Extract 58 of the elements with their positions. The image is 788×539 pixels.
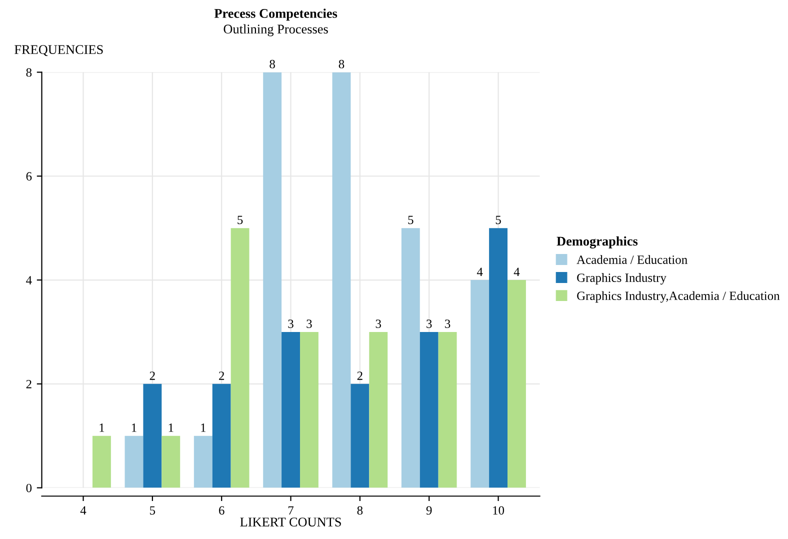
data-label: 4 xyxy=(514,268,520,276)
legend-label: Graphics Industry,Academia / Education xyxy=(577,291,780,303)
chart-subtitle: Outlining Processes xyxy=(224,24,328,36)
x-tick-label: 6 xyxy=(219,506,224,515)
y-tick-label: 2 xyxy=(26,380,32,388)
data-label: 5 xyxy=(496,216,501,224)
data-label: 3 xyxy=(445,320,450,328)
x-tick-label: 4 xyxy=(80,506,86,515)
x-tick-label: 9 xyxy=(426,506,432,515)
bar xyxy=(162,436,180,488)
bar xyxy=(470,280,490,488)
chart-title: Precess Competencies xyxy=(214,8,338,21)
x-tick-label: 10 xyxy=(493,506,504,515)
data-label: 1 xyxy=(201,424,206,432)
bar xyxy=(350,384,370,488)
bar xyxy=(401,228,420,488)
data-label: 3 xyxy=(376,320,382,328)
data-label: 1 xyxy=(168,424,174,432)
bar xyxy=(194,436,212,488)
data-label: 4 xyxy=(476,268,483,276)
data-label: 2 xyxy=(357,372,362,380)
x-axis-title: LIKERT COUNTS xyxy=(240,518,341,526)
y-tick-label: 6 xyxy=(26,172,32,181)
legend-label: Academia / Education xyxy=(576,255,688,264)
bar xyxy=(282,332,300,488)
data-label: 2 xyxy=(150,372,155,380)
bar xyxy=(230,228,250,488)
data-label: 8 xyxy=(270,60,275,68)
bar xyxy=(263,72,282,488)
data-label: 2 xyxy=(219,372,224,380)
y-axis-title: FREQUENCIES xyxy=(14,45,103,56)
data-label: 3 xyxy=(306,320,312,328)
legend-title: Demographics xyxy=(556,236,638,248)
data-label: 3 xyxy=(426,320,432,328)
bar xyxy=(300,332,318,488)
legend-label: Graphics Industry xyxy=(577,273,666,285)
bar xyxy=(124,436,144,488)
data-label: 5 xyxy=(238,216,243,224)
x-tick-label: 5 xyxy=(150,506,156,515)
bar xyxy=(438,332,457,488)
data-label: 5 xyxy=(408,216,414,224)
bar xyxy=(332,72,351,488)
x-tick-label: 7 xyxy=(288,506,294,515)
bar xyxy=(369,332,388,488)
y-tick-label: 8 xyxy=(26,68,32,77)
x-tick-label: 8 xyxy=(357,506,363,515)
data-label: 1 xyxy=(132,424,136,432)
bar xyxy=(420,332,438,488)
bar xyxy=(489,228,508,488)
y-tick-label: 0 xyxy=(26,484,32,492)
bar xyxy=(212,384,231,488)
data-label: 3 xyxy=(288,320,294,328)
data-label: 8 xyxy=(338,60,344,68)
y-tick-label: 4 xyxy=(26,276,32,284)
data-label: 1 xyxy=(100,424,104,432)
bar xyxy=(143,384,162,488)
bar xyxy=(508,280,526,488)
bar xyxy=(92,436,111,488)
